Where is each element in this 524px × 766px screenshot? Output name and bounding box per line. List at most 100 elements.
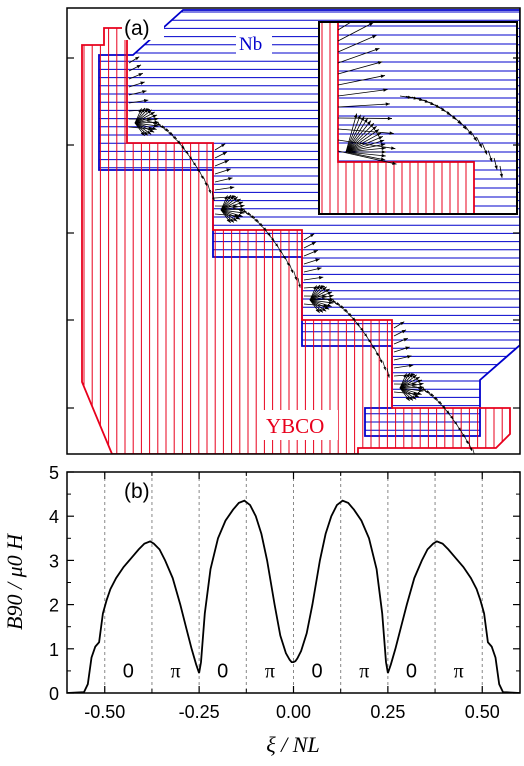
field-arrowhead xyxy=(224,195,228,200)
field-arrowhead xyxy=(208,189,211,194)
y-tick-label: 4 xyxy=(49,507,59,527)
panel-a: (a) Nb YBCO xyxy=(66,7,521,466)
field-arrowhead xyxy=(318,308,323,313)
field-arrowhead xyxy=(417,391,422,395)
field-arrowhead xyxy=(235,215,241,220)
field-arrowhead xyxy=(419,382,424,386)
field-arrowhead xyxy=(153,123,159,128)
field-arrowhead xyxy=(446,410,450,414)
field-arrowhead xyxy=(318,275,324,280)
field-arrowhead xyxy=(360,116,365,121)
field-arrowhead xyxy=(372,126,377,131)
field-arrowhead xyxy=(233,196,238,201)
field-arrowhead xyxy=(181,145,185,149)
field-arrowhead xyxy=(357,114,361,120)
field-arrow xyxy=(337,117,393,119)
field-arrowhead xyxy=(389,131,394,135)
x-tick-label: 0.00 xyxy=(276,702,311,722)
field-arrowhead xyxy=(372,35,377,39)
field-arrowhead xyxy=(327,303,332,307)
field-arrowhead xyxy=(461,433,465,438)
field-arrowhead xyxy=(150,111,155,116)
field-arrowhead xyxy=(319,285,324,290)
field-arrow xyxy=(345,143,386,153)
field-arrow xyxy=(345,132,382,153)
y-tick-label: 3 xyxy=(49,551,59,571)
field-arrow xyxy=(337,61,383,75)
field-arrowhead xyxy=(380,157,386,161)
field-arrowhead xyxy=(286,262,290,267)
field-arrowhead xyxy=(465,440,469,445)
field-arrowhead xyxy=(473,137,477,142)
segment-label: 0 xyxy=(217,661,228,683)
field-arrowhead xyxy=(135,56,140,61)
field-arrowhead xyxy=(385,102,390,106)
field-arrowhead xyxy=(392,161,397,165)
field-arrow xyxy=(345,151,386,157)
field-arrow xyxy=(337,22,374,42)
field-arrowhead xyxy=(315,308,320,313)
field-arrowhead xyxy=(408,363,414,368)
field-arrowhead xyxy=(400,321,405,326)
field-arrowhead xyxy=(196,168,200,173)
field-arrow xyxy=(477,456,479,466)
field-arrowhead xyxy=(381,150,386,154)
field-arrowhead xyxy=(381,146,386,151)
field-arrowhead xyxy=(469,447,473,452)
segment-label: π xyxy=(265,661,275,683)
field-arrow xyxy=(337,139,396,150)
field-arrowhead xyxy=(142,90,147,94)
field-arrowhead xyxy=(143,98,149,103)
field-arrow xyxy=(337,89,388,97)
field-arrowhead xyxy=(340,305,344,308)
field-arrow xyxy=(337,22,352,31)
field-arrowhead xyxy=(403,338,408,342)
field-arrowhead xyxy=(387,374,390,378)
field-arrowhead xyxy=(204,182,208,187)
field-arrow xyxy=(337,34,377,53)
field-arrowhead xyxy=(374,48,380,52)
field-arrowhead xyxy=(212,197,215,201)
field-arrowhead xyxy=(251,215,255,218)
field-arrowhead xyxy=(407,355,412,359)
field-arrowhead xyxy=(417,379,423,384)
field-arrow xyxy=(345,136,383,153)
field-arrowhead xyxy=(371,345,375,350)
field-arrowhead xyxy=(224,160,229,164)
panel-a-label: (a) xyxy=(124,17,150,40)
field-arrowhead xyxy=(226,168,231,172)
field-arrowhead xyxy=(140,131,145,136)
field-arrowhead xyxy=(141,108,145,113)
field-arrowhead xyxy=(152,114,158,119)
field-arrowhead xyxy=(329,294,334,298)
field-arrowhead xyxy=(227,195,231,200)
segment-label: 0 xyxy=(123,661,134,683)
field-arrowhead xyxy=(240,204,245,208)
field-arrowhead xyxy=(408,396,413,401)
field-arrow xyxy=(345,113,358,153)
field-arrow xyxy=(337,47,380,64)
tick-labels: -0.50 -0.25 0.00 0.25 0.50 0 1 2 3 4 5 xyxy=(49,463,500,722)
field-arrowhead xyxy=(353,113,358,118)
field-arrowhead xyxy=(380,143,386,147)
segment-label: π xyxy=(359,661,369,683)
field-arrowhead xyxy=(418,388,424,393)
field-arrowhead xyxy=(140,81,145,85)
series-line xyxy=(67,499,520,693)
y-tick-label: 1 xyxy=(49,640,59,660)
field-arrowhead xyxy=(298,284,301,288)
x-tick-label: 0.50 xyxy=(465,702,500,722)
field-arrowhead xyxy=(147,109,152,114)
field-arrowhead xyxy=(374,129,380,134)
field-arrowhead xyxy=(310,233,315,238)
field-arrowhead xyxy=(336,302,340,305)
field-arrowhead xyxy=(328,300,334,305)
field-arrowhead xyxy=(267,232,271,236)
field-arrowhead xyxy=(369,123,374,128)
field-arrow xyxy=(337,103,390,108)
field-arrowhead xyxy=(451,115,456,120)
field-arrowhead xyxy=(381,153,386,158)
field-arrowhead xyxy=(136,64,142,69)
field-arrow xyxy=(345,139,385,153)
field-arrow xyxy=(345,118,368,153)
